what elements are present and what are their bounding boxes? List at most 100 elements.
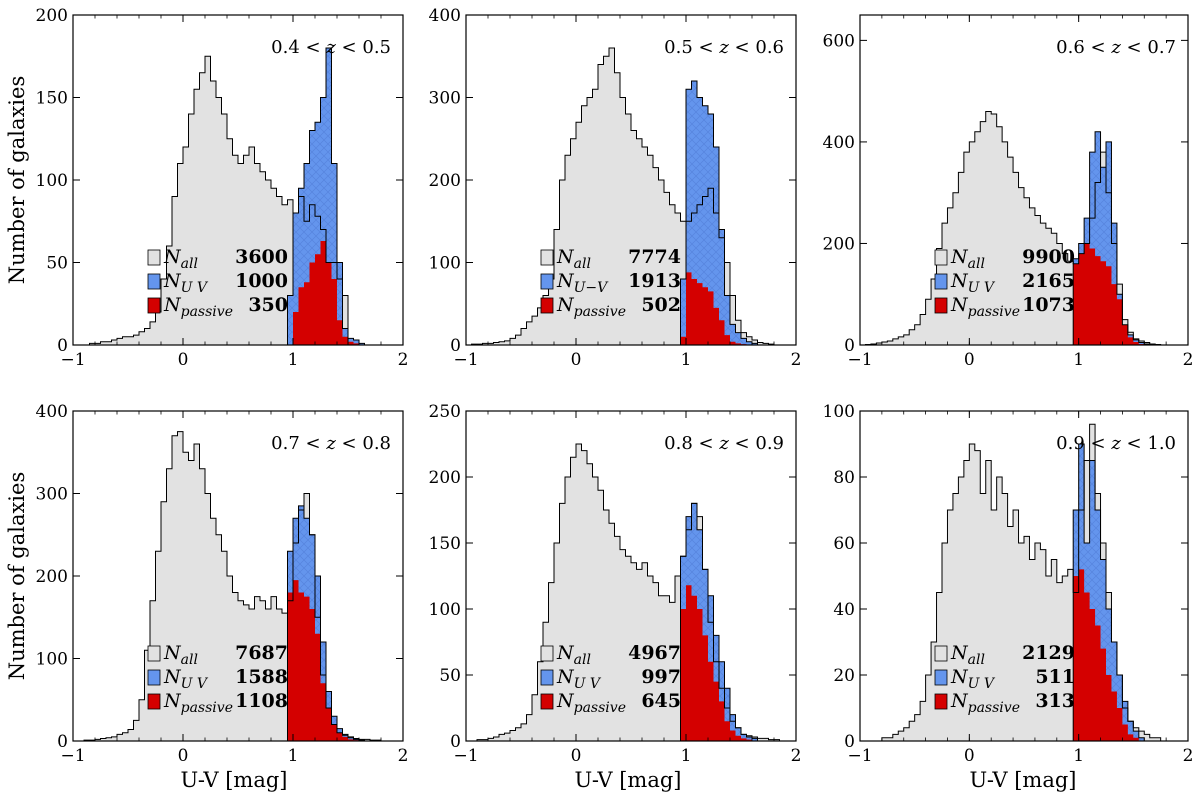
legend-label: Nall (163, 246, 198, 272)
legend-value: 1588 (235, 666, 288, 688)
legend-label: Npassive (556, 294, 626, 320)
y-tick-label: 250 (429, 402, 461, 422)
y-tick-label: 300 (36, 485, 68, 505)
redshift-label: 0.6 < z < 0.7 (1056, 37, 1176, 58)
x-tick-label: 2 (398, 350, 409, 370)
redshift-label-part: 0.6 (1056, 37, 1085, 58)
redshift-label-part: < (336, 37, 357, 58)
redshift-label-part: < (1085, 433, 1106, 454)
legend-label-subscript: U V (968, 280, 996, 296)
y-tick-label: 100 (36, 171, 68, 191)
legend-label-n: N (163, 270, 182, 292)
x-tick-label: 0 (964, 350, 975, 370)
legend-label-subscript: all (574, 256, 591, 272)
y-tick-label: 0 (844, 732, 855, 752)
legend-label: NU V (950, 666, 996, 692)
legend-swatch-UV (934, 273, 948, 290)
y-tick-label: 0 (57, 732, 68, 752)
hist-passive-fill (680, 585, 758, 741)
plot-area (73, 431, 403, 741)
legend-label: Nall (163, 642, 198, 668)
legend-value: 645 (641, 690, 681, 712)
legend-swatch-all (540, 249, 554, 266)
hist-passive-fill (680, 272, 758, 345)
legend-label-n: N (163, 666, 182, 688)
legend-label: Npassive (163, 690, 233, 716)
y-tick-label: 200 (823, 234, 855, 254)
x-tick-label: 1 (288, 746, 299, 766)
legend-swatch-passive (147, 693, 161, 710)
legend-label-n: N (163, 690, 182, 712)
x-tick-label: −1 (847, 350, 872, 370)
legend-swatch-UV (934, 669, 948, 686)
plot-area (860, 423, 1188, 741)
legend-label-subscript: U−V (574, 280, 610, 296)
x-tick-label: 0 (178, 746, 189, 766)
legend-label-subscript: passive (968, 304, 1020, 320)
legend-swatch-all (934, 249, 948, 266)
redshift-label-part: z (714, 433, 730, 454)
x-tick-label: 1 (681, 746, 692, 766)
hist-all-fill (466, 444, 796, 741)
x-tick-label: 2 (791, 746, 802, 766)
y-tick-label: 0 (57, 336, 68, 356)
legend-swatch-passive (934, 297, 948, 314)
x-axis-label-middle: U-V [mag] (575, 768, 682, 792)
plot-area (466, 47, 796, 345)
x-tick-label: −1 (60, 350, 85, 370)
legend-swatch-UV (147, 273, 161, 290)
legend-label: NU V (556, 666, 602, 692)
legend-label-subscript: passive (181, 304, 233, 320)
legend-value: 997 (641, 666, 681, 688)
legend-label-subscript: passive (968, 700, 1020, 716)
redshift-label-part: < (1121, 37, 1142, 58)
legend-label-n: N (556, 270, 575, 292)
plot-area (73, 47, 403, 345)
panel-frame (465, 410, 797, 742)
y-tick-label: 40 (833, 600, 855, 620)
hist-uv-outline (287, 47, 365, 345)
x-tick-label: 0 (571, 350, 582, 370)
legend-swatch-UV (147, 669, 161, 686)
redshift-label-part: < (336, 433, 357, 454)
legend-value: 7774 (628, 246, 681, 268)
legend-label-n: N (950, 690, 969, 712)
y-tick-label: 300 (429, 89, 461, 109)
redshift-label: 0.8 < z < 0.9 (664, 433, 784, 454)
x-tick-label: −1 (60, 746, 85, 766)
legend-label-n: N (556, 642, 575, 664)
legend-label: Nall (556, 246, 591, 272)
redshift-label-part: 0.5 (664, 37, 693, 58)
legend-label-subscript: all (968, 256, 985, 272)
legend-label-n: N (556, 666, 575, 688)
legend-label-subscript: U V (968, 676, 996, 692)
legend-value: 2129 (1022, 642, 1075, 664)
legend-swatch-all (540, 645, 554, 662)
legend-label-n: N (950, 294, 969, 316)
redshift-label-part: < (300, 433, 321, 454)
hist-all-fill (860, 424, 1188, 741)
redshift-label: 0.7 < z < 0.8 (271, 433, 391, 454)
y-tick-label: 20 (833, 666, 855, 686)
x-tick-label: 2 (791, 350, 802, 370)
legend-swatch-all (147, 645, 161, 662)
legend-label: Npassive (950, 294, 1020, 320)
legend-label: Npassive (950, 690, 1020, 716)
y-tick-label: 80 (833, 468, 855, 488)
legend-value: 1913 (628, 270, 681, 292)
hist-passive-fill (1073, 569, 1150, 741)
redshift-label-part: 0.6 (750, 37, 784, 58)
x-tick-label: 1 (288, 350, 299, 370)
legend-value: 4967 (628, 642, 681, 664)
y-tick-label: 100 (36, 650, 68, 670)
y-tick-label: 0 (450, 336, 461, 356)
legend-label-n: N (163, 246, 182, 268)
redshift-label-part: 0.7 (1142, 37, 1176, 58)
redshift-label-part: 0.8 (664, 433, 693, 454)
hist-all-outline (860, 110, 1188, 345)
redshift-label-part: 0.7 (271, 433, 300, 454)
x-tick-label: 2 (1183, 350, 1194, 370)
